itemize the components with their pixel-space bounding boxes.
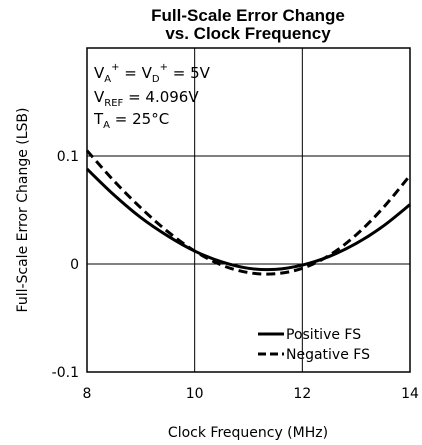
legend-label: Negative FS — [286, 347, 370, 363]
y-tick-label: 0 — [70, 257, 79, 273]
x-tick-label: 10 — [186, 386, 204, 402]
line — [85, 167, 411, 272]
x-tick-label: 14 — [401, 386, 419, 402]
y-axis-label: Full-Scale Error Change (LSB) — [15, 108, 31, 313]
chart-title: vs. Clock Frequency — [165, 24, 331, 43]
legend-label: Positive FS — [286, 327, 361, 343]
chart-title: Full-Scale Error Change — [151, 6, 345, 25]
y-tick-label: -0.1 — [52, 365, 79, 381]
plot-frame — [86, 47, 411, 373]
y-tick-label: 0.1 — [57, 149, 79, 165]
annotation: VA+ = VD+ = 5V — [94, 62, 211, 85]
x-tick-label: 8 — [83, 386, 92, 402]
annotation: TA = 25°C — [93, 110, 169, 131]
line — [85, 149, 412, 276]
x-tick-label: 12 — [293, 386, 311, 402]
annotation: VREF = 4.096V — [94, 88, 199, 109]
x-axis-label: Clock Frequency (MHz) — [168, 425, 328, 441]
